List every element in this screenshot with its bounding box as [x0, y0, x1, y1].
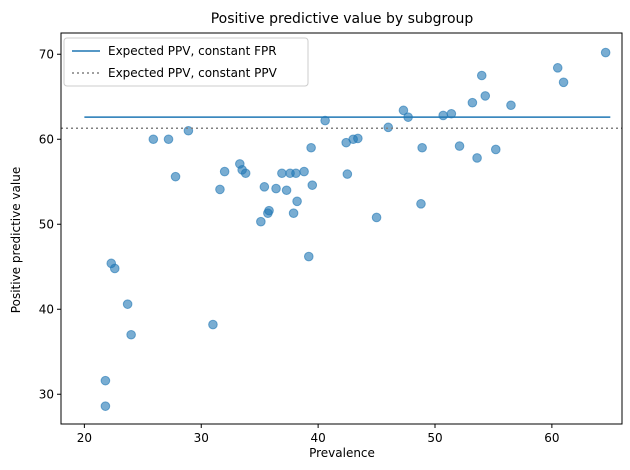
data-point — [303, 251, 314, 262]
y-tick-label: 30 — [39, 387, 54, 401]
data-point — [259, 182, 270, 192]
data-point — [490, 144, 501, 155]
data-point — [100, 375, 111, 386]
data-point — [476, 70, 487, 81]
data-point — [480, 91, 491, 101]
data-point — [398, 105, 409, 116]
data-point — [215, 184, 225, 195]
x-tick-label: 20 — [77, 431, 92, 445]
data-point — [148, 134, 159, 145]
data-point — [109, 263, 120, 274]
x-axis-label: Prevalence — [309, 446, 375, 460]
y-axis-label: Positive predictive value — [9, 167, 23, 313]
data-point — [292, 196, 302, 207]
data-point — [438, 110, 448, 121]
data-point — [271, 183, 281, 194]
data-point — [506, 100, 516, 111]
data-point — [299, 166, 309, 177]
data-point — [240, 168, 251, 179]
data-point — [417, 142, 427, 153]
x-tick-label: 30 — [194, 431, 209, 445]
data-point — [288, 208, 299, 218]
legend-label-fpr: Expected PPV, constant FPR — [108, 44, 277, 58]
data-point — [291, 168, 301, 179]
y-tick-label: 50 — [39, 217, 54, 231]
data-point — [170, 171, 181, 182]
y-axis-ticks: 30 40 50 60 70 — [39, 47, 61, 401]
data-point — [467, 97, 478, 108]
data-point — [208, 319, 218, 330]
data-point — [281, 185, 292, 196]
data-point — [416, 199, 426, 209]
y-tick-label: 40 — [39, 302, 54, 316]
data-point — [277, 168, 287, 179]
plot-area — [61, 47, 622, 411]
data-point — [306, 142, 316, 153]
axes-frame — [60, 32, 623, 425]
legend-box — [63, 37, 309, 87]
data-point — [219, 166, 230, 177]
data-point — [383, 122, 394, 133]
data-point — [446, 108, 457, 119]
legend: Expected PPV, constant FPR Expected PPV,… — [63, 37, 309, 87]
chart-title: Positive predictive value by subgroup — [211, 11, 474, 27]
data-point — [342, 169, 353, 179]
data-point — [353, 133, 363, 144]
data-point — [600, 47, 611, 58]
x-tick-label: 40 — [310, 431, 325, 445]
data-point — [126, 329, 136, 340]
data-point — [558, 77, 569, 88]
data-point — [320, 115, 330, 126]
data-point — [256, 216, 266, 227]
data-point — [371, 212, 382, 223]
data-point — [122, 299, 133, 309]
data-point — [552, 63, 563, 73]
data-point — [264, 205, 274, 216]
y-tick-label: 70 — [39, 47, 54, 61]
data-point — [163, 134, 174, 145]
data-point — [100, 401, 111, 411]
x-tick-label: 50 — [427, 431, 442, 445]
legend-label-ppv: Expected PPV, constant PPV — [108, 66, 278, 80]
data-point — [307, 180, 318, 190]
x-axis-ticks: 20 30 40 50 60 — [77, 424, 560, 445]
data-point — [472, 153, 482, 163]
data-point — [454, 141, 465, 151]
x-tick-label: 60 — [544, 431, 559, 445]
y-tick-label: 60 — [39, 132, 54, 146]
